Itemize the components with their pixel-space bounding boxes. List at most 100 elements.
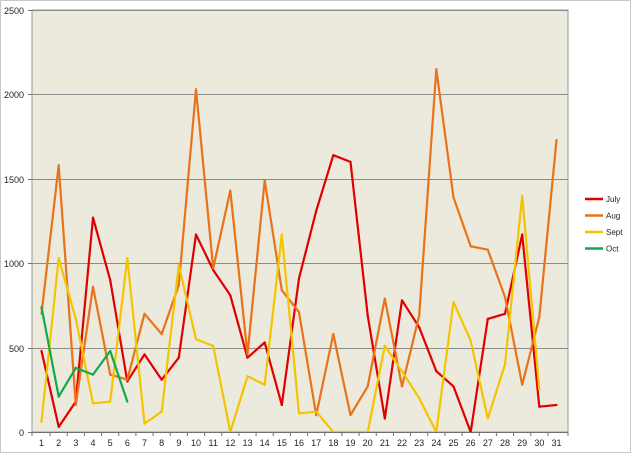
x-tick-label: 23 bbox=[414, 438, 424, 448]
x-tick-label: 1 bbox=[39, 438, 44, 448]
x-tick-label: 24 bbox=[431, 438, 441, 448]
data-point-aug bbox=[400, 385, 404, 388]
data-point-july bbox=[109, 279, 112, 282]
data-point-aug bbox=[91, 285, 95, 288]
data-point-sept bbox=[91, 402, 95, 405]
data-point-sept bbox=[246, 375, 249, 378]
data-point-aug bbox=[315, 414, 318, 417]
x-tick-label: 2 bbox=[56, 438, 61, 448]
data-point-aug bbox=[383, 297, 386, 300]
data-point-july bbox=[332, 154, 335, 157]
data-point-sept bbox=[315, 410, 318, 413]
x-tick-label: 19 bbox=[345, 438, 355, 448]
data-point-aug bbox=[503, 295, 507, 299]
data-point-aug bbox=[486, 248, 489, 251]
plot-area bbox=[31, 9, 569, 433]
data-point-aug bbox=[435, 68, 438, 71]
data-point-july bbox=[503, 312, 507, 315]
x-tick-label: 16 bbox=[294, 438, 304, 448]
data-point-july bbox=[194, 233, 198, 236]
x-tick-label: 21 bbox=[380, 438, 390, 448]
data-point-aug bbox=[263, 179, 266, 182]
data-point-aug bbox=[280, 289, 283, 292]
data-point-sept bbox=[280, 233, 283, 236]
data-point-july bbox=[280, 403, 283, 407]
data-point-sept bbox=[538, 388, 541, 391]
data-point-july bbox=[160, 378, 163, 381]
data-point-aug bbox=[349, 414, 352, 417]
data-point-sept bbox=[177, 263, 180, 266]
x-tick-label: 11 bbox=[208, 438, 217, 448]
x-tick-label: 10 bbox=[191, 438, 201, 448]
data-point-july bbox=[126, 380, 129, 383]
data-point-aug bbox=[452, 196, 455, 199]
data-point-sept bbox=[263, 383, 266, 386]
x-tick-label: 29 bbox=[517, 438, 527, 448]
legend-label-july: July bbox=[606, 195, 620, 204]
x-tick-label: 20 bbox=[363, 438, 373, 448]
y-tick-label: 1000 bbox=[4, 259, 24, 269]
y-tick-label: 500 bbox=[9, 344, 24, 354]
data-point-july bbox=[435, 370, 438, 373]
data-point-sept bbox=[143, 422, 146, 425]
data-point-july bbox=[400, 299, 404, 302]
data-point-oct bbox=[109, 349, 112, 353]
data-point-oct bbox=[91, 373, 95, 376]
data-point-aug bbox=[57, 164, 60, 167]
data-point-sept bbox=[503, 363, 507, 366]
data-point-sept bbox=[212, 344, 215, 347]
data-point-july bbox=[366, 314, 369, 317]
data-point-sept bbox=[109, 400, 112, 403]
data-point-aug bbox=[212, 267, 215, 270]
x-tick-label: 30 bbox=[534, 438, 544, 448]
data-point-aug bbox=[297, 311, 301, 314]
data-point-aug bbox=[418, 314, 421, 317]
x-tick-label: 4 bbox=[90, 438, 95, 448]
x-tick-label: 28 bbox=[500, 438, 510, 448]
data-point-aug bbox=[143, 312, 146, 315]
series-line-oct bbox=[40, 306, 129, 402]
data-point-july bbox=[538, 405, 541, 408]
data-point-aug bbox=[74, 403, 77, 407]
data-point-aug bbox=[469, 245, 472, 248]
data-point-july bbox=[383, 417, 386, 420]
data-point-aug bbox=[160, 333, 163, 336]
data-point-july bbox=[212, 268, 215, 272]
legend-label-sept: Sept bbox=[606, 228, 623, 237]
x-tick-label: 5 bbox=[108, 438, 113, 448]
data-point-sept bbox=[297, 412, 301, 415]
data-point-july bbox=[555, 403, 558, 407]
data-point-sept bbox=[40, 420, 43, 423]
data-point-sept bbox=[521, 194, 524, 197]
x-tick-label: 31 bbox=[551, 438, 561, 448]
data-point-aug bbox=[126, 378, 129, 381]
data-point-sept bbox=[486, 417, 489, 420]
data-point-july bbox=[263, 341, 266, 344]
data-point-july bbox=[40, 349, 43, 353]
y-tick-label: 2500 bbox=[4, 6, 24, 16]
data-point-july bbox=[91, 216, 95, 219]
data-point-oct bbox=[74, 366, 77, 369]
data-point-oct bbox=[126, 400, 129, 403]
data-point-july bbox=[418, 326, 421, 329]
data-point-july bbox=[143, 353, 146, 356]
data-point-sept bbox=[160, 410, 163, 413]
data-point-sept bbox=[469, 339, 472, 342]
data-point-aug bbox=[246, 353, 249, 356]
data-point-aug bbox=[538, 316, 541, 319]
data-point-oct bbox=[57, 395, 60, 398]
data-point-sept bbox=[74, 317, 77, 320]
legend-label-aug: Aug bbox=[606, 212, 620, 221]
data-point-sept bbox=[57, 257, 60, 260]
x-tick-label: 22 bbox=[397, 438, 407, 448]
x-tick-label: 14 bbox=[260, 438, 270, 448]
data-point-july bbox=[177, 356, 180, 359]
x-tick-label: 9 bbox=[176, 438, 181, 448]
x-tick-label: 26 bbox=[466, 438, 476, 448]
data-point-aug bbox=[229, 189, 232, 192]
data-point-sept bbox=[418, 397, 421, 400]
data-point-aug bbox=[521, 383, 524, 386]
data-point-july bbox=[349, 160, 352, 163]
